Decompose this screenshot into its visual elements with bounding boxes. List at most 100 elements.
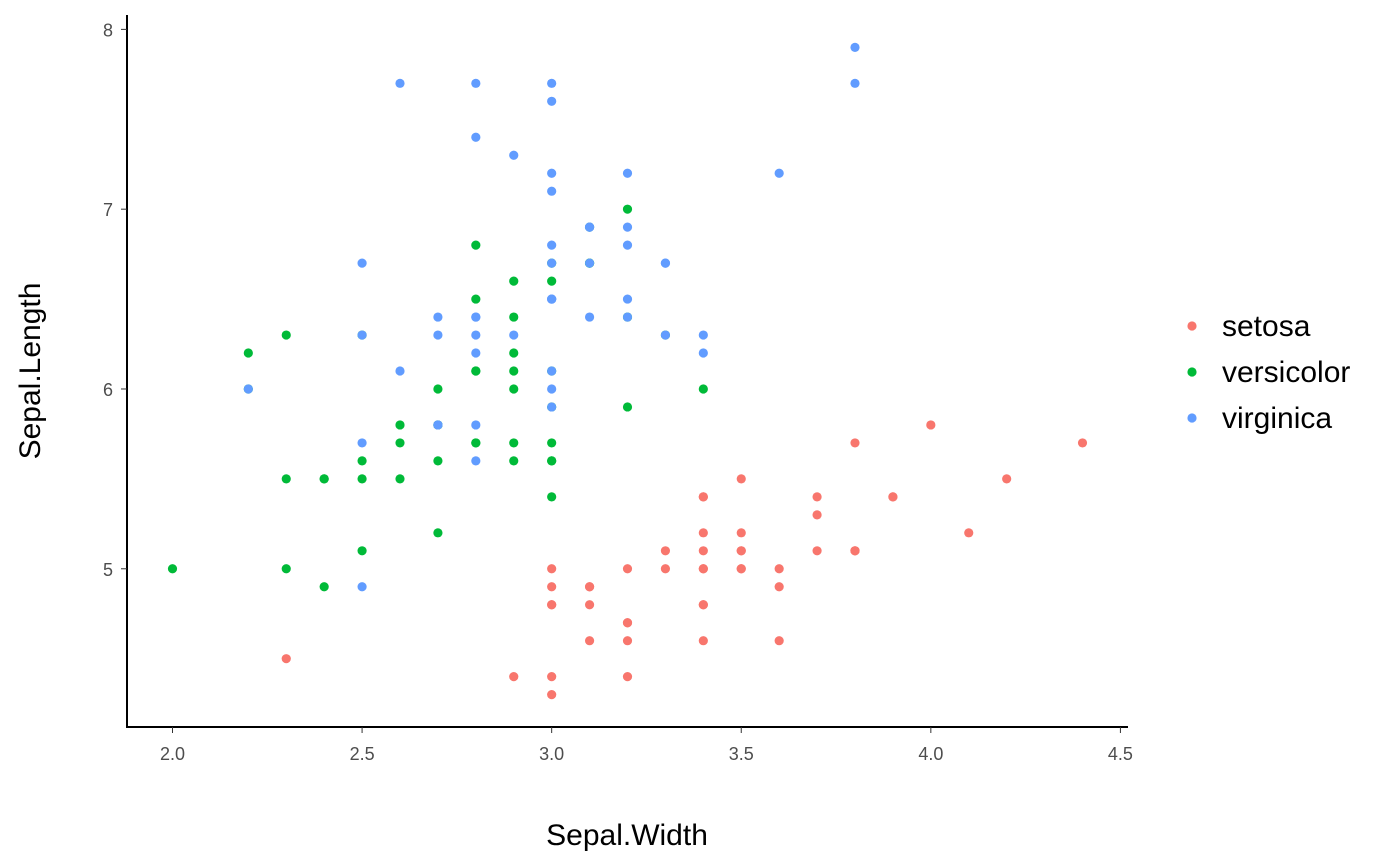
point-setosa-18 xyxy=(850,438,860,448)
point-setosa-31 xyxy=(698,492,708,502)
legend-label-versicolor: versicolor xyxy=(1222,356,1350,389)
point-virginica-21 xyxy=(471,456,481,466)
y-tick-label-1: 6 xyxy=(103,380,113,400)
point-versicolor-14 xyxy=(509,456,519,466)
point-setosa-25 xyxy=(547,564,557,574)
point-versicolor-9 xyxy=(433,528,443,538)
point-virginica-18 xyxy=(395,78,405,88)
point-virginica-32 xyxy=(471,312,481,322)
point-setosa-39 xyxy=(698,546,708,556)
point-versicolor-10 xyxy=(167,564,178,574)
point-versicolor-0 xyxy=(622,204,633,214)
point-versicolor-4 xyxy=(471,294,481,304)
point-versicolor-28 xyxy=(509,384,519,394)
point-versicolor-34 xyxy=(547,492,557,502)
point-virginica-14 xyxy=(471,420,481,430)
point-versicolor-47 xyxy=(509,348,519,358)
point-setosa-22 xyxy=(774,636,784,646)
x-tick-label-5: 4.5 xyxy=(1108,744,1133,764)
point-virginica-12 xyxy=(547,240,557,250)
point-virginica-7 xyxy=(509,150,519,160)
point-setosa-32 xyxy=(964,528,974,538)
point-versicolor-3 xyxy=(281,474,291,484)
legend-label-setosa: setosa xyxy=(1222,310,1311,343)
legend: setosa versicolor virginica xyxy=(1187,310,1350,435)
point-versicolor-43 xyxy=(281,564,291,574)
x-tick-label-0: 2.0 xyxy=(160,744,185,764)
point-virginica-9 xyxy=(774,168,784,178)
point-virginica-17 xyxy=(850,78,860,88)
point-virginica-31 xyxy=(850,42,860,52)
point-versicolor-29 xyxy=(395,438,405,448)
point-versicolor-39 xyxy=(357,474,367,484)
point-setosa-48 xyxy=(812,510,822,520)
point-versicolor-7 xyxy=(319,582,329,592)
point-setosa-26 xyxy=(698,564,708,574)
point-setosa-1 xyxy=(547,582,557,592)
point-versicolor-46 xyxy=(509,438,519,448)
point-virginica-15 xyxy=(622,312,633,322)
point-setosa-8 xyxy=(509,672,519,682)
point-virginica-2 xyxy=(547,186,557,196)
point-setosa-47 xyxy=(622,636,633,646)
x-tick-label-1: 2.5 xyxy=(350,744,375,764)
point-setosa-33 xyxy=(1002,474,1012,484)
point-setosa-21 xyxy=(812,546,822,556)
point-virginica-38 xyxy=(547,384,557,394)
point-setosa-17 xyxy=(736,546,746,556)
point-versicolor-42 xyxy=(395,420,405,430)
point-versicolor-38 xyxy=(547,456,557,466)
point-virginica-3 xyxy=(509,330,519,340)
legend-key-setosa xyxy=(1187,321,1197,331)
point-virginica-30 xyxy=(471,132,481,142)
point-virginica-19 xyxy=(243,384,253,394)
x-tick-label-3: 3.5 xyxy=(729,744,754,764)
y-axis-ticks: 5 6 7 8 xyxy=(103,20,127,580)
y-axis-title: Sepal.Length xyxy=(14,283,47,460)
point-virginica-36 xyxy=(698,330,708,340)
point-versicolor-37 xyxy=(281,330,291,340)
point-virginica-40 xyxy=(584,258,595,268)
point-setosa-49 xyxy=(660,564,671,574)
point-virginica-27 xyxy=(547,366,557,376)
x-tick-label-4: 4.0 xyxy=(918,744,943,764)
y-tick-label-3: 8 xyxy=(103,20,113,40)
point-versicolor-40 xyxy=(395,474,405,484)
point-virginica-23 xyxy=(433,330,443,340)
legend-key-versicolor xyxy=(1187,367,1197,377)
point-virginica-42 xyxy=(433,420,443,430)
point-virginica-34 xyxy=(395,366,405,376)
point-virginica-0 xyxy=(660,330,671,340)
point-setosa-13 xyxy=(547,690,557,700)
point-virginica-41 xyxy=(584,222,595,232)
point-setosa-10 xyxy=(812,492,822,502)
points-layer xyxy=(167,42,1088,700)
point-setosa-16 xyxy=(888,492,898,502)
x-axis-ticks: 2.0 2.5 3.0 3.5 4.0 4.5 xyxy=(160,727,1133,764)
point-virginica-47 xyxy=(547,294,557,304)
point-setosa-27 xyxy=(736,528,746,538)
point-virginica-44 xyxy=(660,258,671,268)
point-setosa-36 xyxy=(736,474,746,484)
point-versicolor-31 xyxy=(319,474,329,484)
point-versicolor-33 xyxy=(433,384,443,394)
point-setosa-35 xyxy=(622,564,633,574)
point-versicolor-13 xyxy=(509,366,519,376)
point-setosa-3 xyxy=(584,636,595,646)
point-virginica-37 xyxy=(584,312,595,322)
point-virginica-6 xyxy=(357,582,367,592)
point-setosa-42 xyxy=(622,672,633,682)
point-virginica-8 xyxy=(357,258,367,268)
point-setosa-28 xyxy=(698,528,708,538)
point-virginica-25 xyxy=(622,168,633,178)
point-versicolor-8 xyxy=(509,276,519,286)
point-virginica-20 xyxy=(622,222,633,232)
point-virginica-29 xyxy=(547,168,557,178)
point-virginica-46 xyxy=(357,330,367,340)
point-setosa-23 xyxy=(660,546,671,556)
point-setosa-24 xyxy=(698,600,708,610)
point-virginica-49 xyxy=(547,402,557,412)
point-setosa-38 xyxy=(547,672,557,682)
point-versicolor-44 xyxy=(433,456,443,466)
